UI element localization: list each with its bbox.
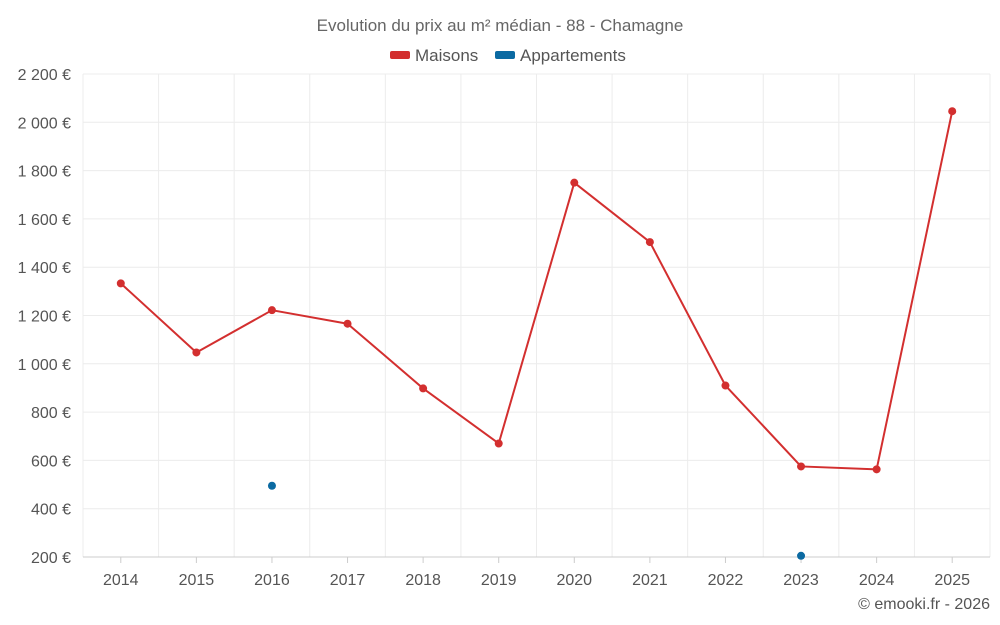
y-tick-label: 1 400 € xyxy=(18,260,71,277)
x-tick-label: 2016 xyxy=(254,572,290,589)
data-point-maisons xyxy=(494,439,503,448)
data-point-maisons xyxy=(645,238,654,247)
legend-label-maisons: Maisons xyxy=(415,46,478,65)
data-point-maisons xyxy=(343,319,352,328)
x-axis: 2014 2015 2016 2017 2018 2019 2020 2021 2022 2023… xyxy=(83,556,990,589)
data-point-appartements xyxy=(797,551,806,560)
legend-label-appartements: Appartements xyxy=(520,46,626,65)
data-point-maisons xyxy=(797,462,806,471)
y-tick-label: 1 600 € xyxy=(18,212,71,229)
legend-swatch-maisons xyxy=(390,51,410,59)
x-tick-label: 2023 xyxy=(783,572,819,589)
legend-swatch-appartements xyxy=(495,51,515,59)
y-tick-label: 2 200 € xyxy=(18,67,71,84)
series-line-maisons xyxy=(120,110,954,471)
data-point-maisons xyxy=(192,348,201,357)
x-tick-label: 2018 xyxy=(405,572,441,589)
chart-title: Evolution du prix au m² médian - 88 - Ch… xyxy=(317,16,684,35)
x-tick-label: 2019 xyxy=(481,572,517,589)
data-point-maisons xyxy=(116,279,125,288)
series-layer xyxy=(116,107,957,560)
credit-text: © emooki.fr - 2026 xyxy=(858,596,990,613)
y-tick-label: 2 000 € xyxy=(18,115,71,132)
legend: Maisons Appartements xyxy=(390,46,626,65)
y-tick-label: 1 800 € xyxy=(18,164,71,181)
x-tick-label: 2014 xyxy=(103,572,139,589)
y-tick-label: 800 € xyxy=(31,405,71,422)
x-tick-label: 2017 xyxy=(330,572,366,589)
y-tick-label: 400 € xyxy=(31,502,71,519)
y-axis: 200 € 400 € 600 € 800 € 1 000 € 1 200 € 1 400 … xyxy=(18,67,71,567)
data-point-maisons xyxy=(419,384,428,393)
x-tick-label: 2020 xyxy=(556,572,592,589)
x-tick-label: 2021 xyxy=(632,572,668,589)
data-point-maisons xyxy=(721,381,730,390)
data-point-maisons xyxy=(872,465,881,474)
data-point-maisons xyxy=(267,306,276,315)
x-tick-label: 2022 xyxy=(708,572,744,589)
x-tick-label: 2025 xyxy=(934,572,970,589)
data-point-maisons xyxy=(570,178,579,187)
data-point-maisons xyxy=(948,107,957,116)
y-tick-label: 600 € xyxy=(31,453,71,470)
y-tick-label: 1 200 € xyxy=(18,309,71,326)
y-tick-label: 200 € xyxy=(31,550,71,567)
data-point-appartements xyxy=(267,481,276,490)
x-tick-label: 2024 xyxy=(859,572,895,589)
grid xyxy=(82,73,991,557)
x-tick-label: 2015 xyxy=(179,572,215,589)
y-tick-label: 1 000 € xyxy=(18,357,71,374)
